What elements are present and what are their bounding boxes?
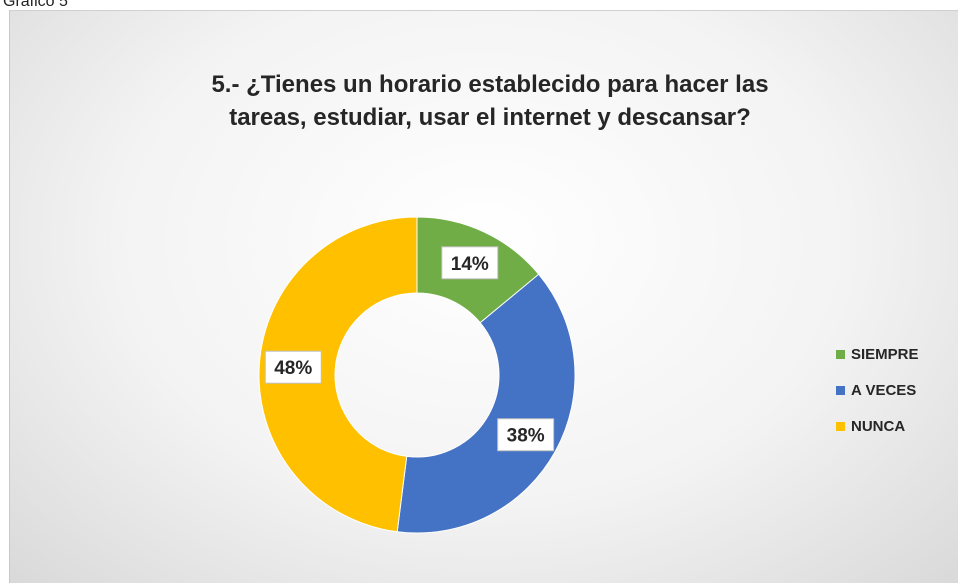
donut-data-labels: 14% 38% 48% (264, 246, 555, 452)
figure-caption: Gráfico 5 (3, 0, 68, 10)
legend-item-nunca: NUNCA (836, 416, 919, 436)
donut-slice-a-veces (396, 273, 576, 534)
data-label-box-nunca (264, 350, 322, 384)
data-label-a-veces: 38% (497, 418, 555, 452)
legend-label-a-veces: A VECES (851, 381, 917, 399)
chart-title-line-2: tareas, estudiar, usar el internet y des… (229, 104, 751, 131)
chart-title-line-1: 5.- ¿Tienes un horario establecido para … (211, 71, 769, 98)
legend-item-siempre: SIEMPRE (836, 344, 919, 364)
legend-swatch-a-veces (836, 385, 845, 395)
legend-swatch-nunca (836, 421, 845, 431)
chart-legend: SIEMPRE A VECES NUNCA (836, 344, 919, 452)
data-label-box-siempre (441, 246, 499, 280)
donut-slice-nunca (258, 216, 418, 533)
legend-swatch-siempre (836, 349, 845, 359)
data-label-text-siempre: 14% (451, 254, 489, 275)
data-label-text-nunca: 48% (274, 358, 312, 379)
data-label-text-a-veces: 38% (507, 426, 545, 447)
data-label-box-a-veces (497, 418, 555, 452)
data-label-nunca: 48% (264, 350, 322, 384)
legend-item-a-veces: A VECES (836, 380, 919, 400)
data-label-siempre: 14% (441, 246, 499, 280)
chart-title: 5.- ¿Tienes un horario establecido para … (120, 68, 860, 134)
legend-label-nunca: NUNCA (851, 417, 906, 435)
legend-label-siempre: SIEMPRE (851, 345, 919, 363)
